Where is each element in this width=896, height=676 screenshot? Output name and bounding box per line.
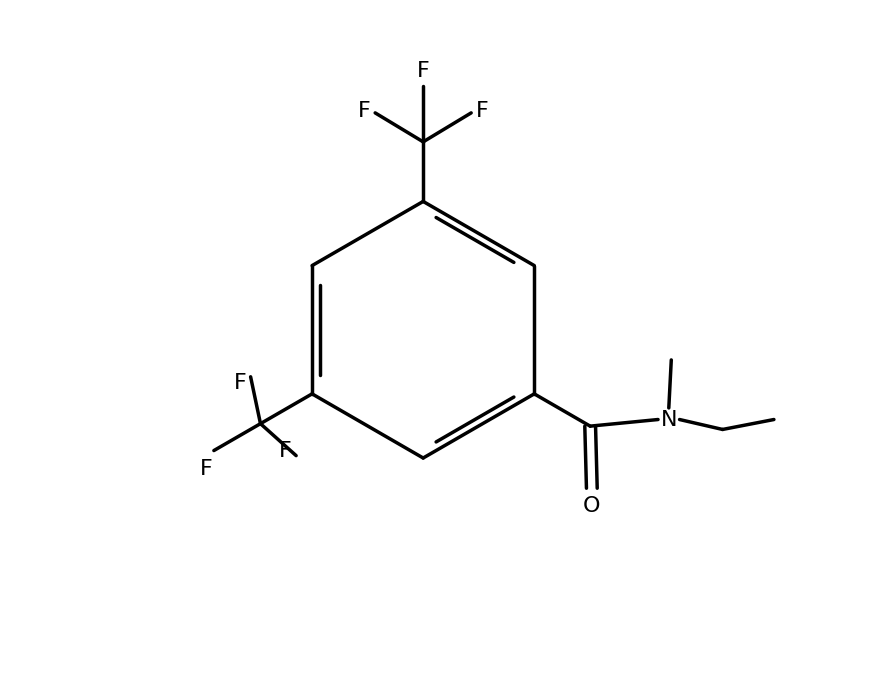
Text: O: O (583, 496, 600, 516)
Text: F: F (417, 62, 429, 81)
Text: N: N (660, 410, 677, 429)
Text: F: F (476, 101, 489, 121)
Text: F: F (358, 101, 370, 121)
Text: F: F (280, 441, 292, 462)
Text: F: F (201, 459, 213, 479)
Text: F: F (234, 373, 246, 393)
